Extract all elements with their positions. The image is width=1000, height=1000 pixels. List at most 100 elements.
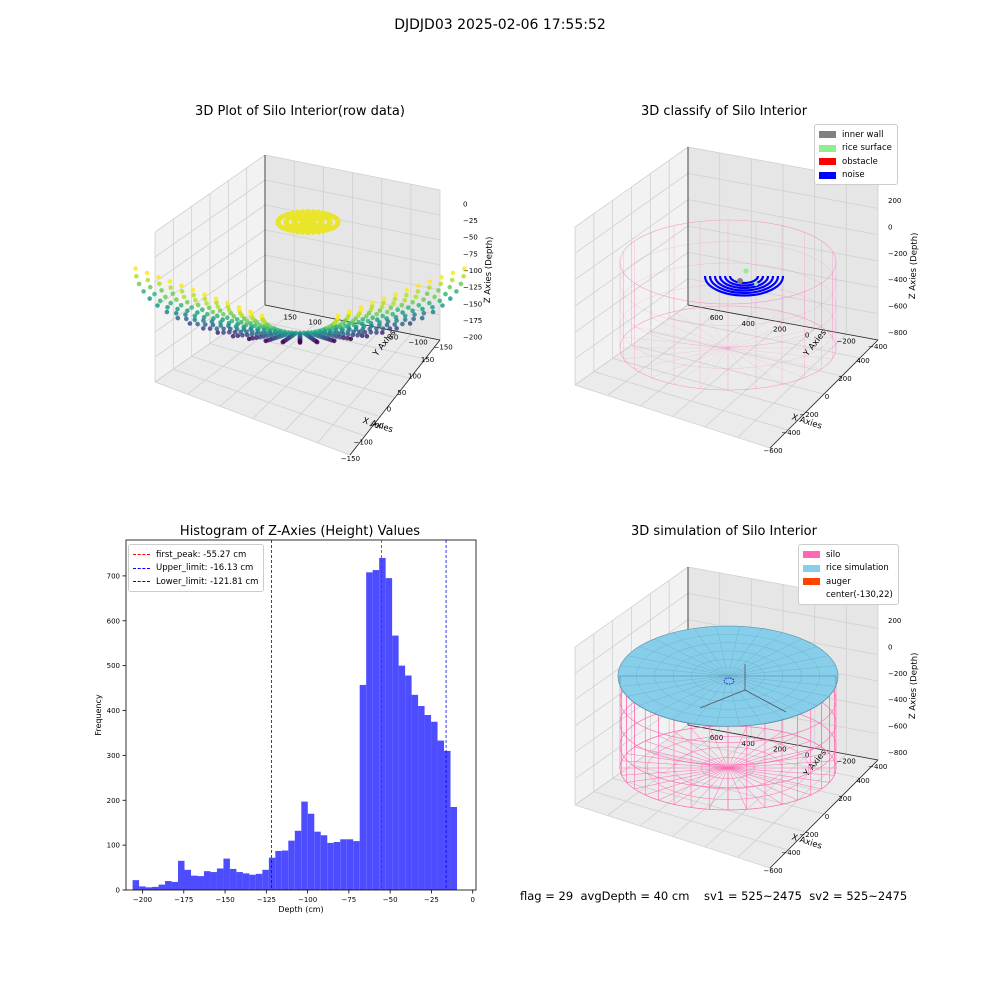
raw3d-point (374, 326, 379, 332)
rice-mesh-spoke (727, 628, 763, 677)
histogram-axes-frame (125, 539, 477, 891)
raw3d-point (345, 336, 350, 341)
raw3d-point (202, 296, 208, 302)
raw3d-point (263, 338, 269, 344)
raw3d-point (225, 304, 231, 309)
silo-floor-spoke (673, 311, 729, 349)
raw3d-point (427, 300, 432, 306)
raw3d-point (341, 331, 346, 337)
raw3d-y-tick-label: −100 (409, 339, 428, 347)
sim3d-x-tick-label: −600 (763, 867, 782, 875)
silo-floor-spoke (651, 347, 729, 378)
raw3d-cap-point (300, 209, 306, 215)
legend-label: inner wall (842, 129, 884, 140)
legend-label: auger (826, 576, 851, 587)
raw3d-point (189, 305, 194, 310)
raw3d-point (145, 277, 151, 283)
classify3d-z-tick-label: 200 (888, 197, 901, 205)
histogram-bar (398, 665, 406, 890)
raw3d-point (410, 308, 415, 314)
raw3d-data (133, 208, 467, 345)
raw3d-point (178, 303, 184, 308)
raw3d-side-grid-z (264, 179, 441, 216)
silo-floor-spoke (651, 318, 729, 349)
rice-mesh-spoke (727, 632, 784, 677)
classify3d-y-tick-label: 200 (773, 326, 786, 334)
histogram-bar (450, 806, 458, 890)
raw3d-point (192, 317, 198, 323)
classify3d-back-grid-z (574, 146, 689, 228)
raw3d-point (227, 330, 232, 335)
raw3d-point (439, 274, 444, 280)
legend-entry-silo: silo (803, 548, 893, 562)
raw3d-frame (154, 154, 441, 456)
noise-arc (718, 275, 770, 290)
sim3d-side-grid-z (687, 592, 879, 629)
raw3d-point (141, 289, 146, 294)
raw3d-z-tick-label: −150 (463, 300, 482, 308)
histogram-bar (171, 881, 179, 890)
legend-swatch (819, 171, 836, 179)
sim3d-z-tick-label: −400 (888, 696, 907, 704)
rice-mesh-spoke (727, 675, 763, 724)
noise-arc (708, 275, 780, 295)
simulation-legend: silo rice simulation auger center(-130,2… (798, 544, 899, 605)
legend-line (133, 567, 150, 569)
raw3d-point (175, 315, 181, 321)
histogram-bar (346, 839, 354, 890)
center-marker (723, 677, 735, 685)
raw3d-z-tick-label: 0 (463, 200, 467, 208)
histogram-bar (307, 813, 315, 890)
silo-floor-spoke (699, 347, 729, 389)
legend-entry-upper-limit: Upper_limit: -16.13 cm (133, 562, 258, 576)
classify3d-floor-grid-y (607, 310, 720, 396)
raw3d-z-tick-label: −100 (463, 267, 482, 275)
raw3d-point (240, 333, 245, 338)
raw3d-point (380, 313, 386, 319)
raw3d-y-tick-label: 100 (309, 319, 322, 327)
raw3d-point (410, 300, 416, 305)
silo-floor-ring (673, 746, 783, 790)
raw3d-cap-point (334, 217, 341, 223)
raw3d-cap-point (290, 210, 296, 216)
raw3d-back-grid-z (154, 179, 266, 258)
raw3d-point (380, 330, 385, 335)
legend-label: Upper_limit: -16.13 cm (156, 563, 254, 574)
classify3d-z-tick-label: −400 (888, 276, 907, 284)
raw3d-point (215, 313, 220, 319)
histogram-bar (288, 840, 295, 890)
raw3d-point (239, 320, 244, 325)
legend-swatch (803, 564, 820, 572)
histogram-bar (353, 841, 360, 890)
sim3d-x-tick-label: 400 (856, 777, 869, 785)
raw3d-point (399, 302, 405, 308)
raw3d-point (280, 339, 286, 345)
silo-floor-spoke (623, 336, 729, 349)
sim3d-x-tick-label: 0 (825, 813, 829, 821)
histogram-bar (268, 857, 276, 890)
legend-label: noise (842, 170, 865, 181)
rice-mesh-spoke (654, 638, 729, 677)
raw3d-point (413, 294, 419, 300)
raw3d-point (448, 296, 453, 301)
raw3d-point (168, 285, 173, 290)
silo-floor-spoke (727, 311, 783, 349)
histogram-bar (229, 868, 237, 890)
raw3d-point (206, 305, 212, 311)
histogram-bar (314, 831, 321, 890)
raw3d-point (195, 310, 200, 315)
classify3d-floor-grid-y (574, 304, 689, 386)
raw3d-point (221, 330, 226, 335)
raw3d-point (393, 292, 398, 297)
legend-swatch (819, 158, 836, 166)
raw3d-point (179, 289, 185, 294)
figure-suptitle: DJDJD03 2025-02-06 17:55:52 (394, 17, 606, 33)
raw3d-cap-point (295, 209, 301, 215)
rice-mesh-spoke (627, 655, 729, 677)
raw3d-point (400, 321, 405, 327)
histogram-bar (249, 874, 256, 890)
raw3d-point (440, 303, 445, 308)
sim3d-z-tick-label: −600 (888, 723, 907, 731)
raw3d-x-tick-label: −100 (354, 438, 373, 446)
histogram-bar (275, 850, 282, 890)
